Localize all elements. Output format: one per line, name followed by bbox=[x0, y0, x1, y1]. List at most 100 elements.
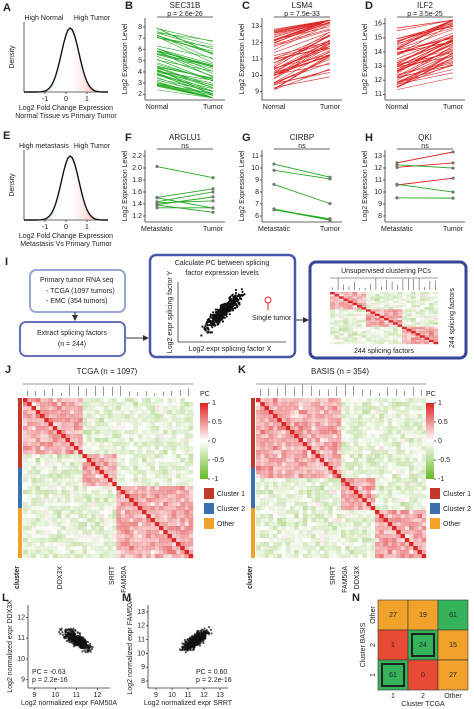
heat-cell bbox=[61, 462, 66, 467]
heat-cell bbox=[112, 510, 117, 515]
y-tick-label: 11 bbox=[252, 153, 259, 160]
heat-cell bbox=[171, 526, 177, 531]
heat-cell bbox=[35, 510, 41, 515]
heat-cell bbox=[176, 450, 180, 454]
heat-cell bbox=[332, 470, 337, 475]
heat-cell bbox=[285, 522, 291, 527]
heat-cell bbox=[91, 462, 96, 467]
heat-cell bbox=[52, 410, 58, 415]
heat-cell bbox=[23, 530, 28, 535]
heat-cell bbox=[167, 418, 172, 423]
heat-cell bbox=[298, 470, 303, 475]
heat-cell bbox=[422, 502, 426, 506]
heat-cell bbox=[349, 490, 354, 495]
heat-cell bbox=[184, 414, 189, 419]
heat-cell bbox=[52, 446, 58, 451]
heat-cell bbox=[375, 324, 380, 327]
heat-cell bbox=[411, 292, 416, 295]
heat-cell bbox=[357, 337, 362, 340]
heat-cell bbox=[159, 486, 164, 491]
heat-cell bbox=[349, 522, 354, 527]
heat-cell bbox=[99, 514, 104, 519]
heat-cell bbox=[180, 518, 185, 523]
heat-cell bbox=[311, 542, 316, 547]
heat-cell bbox=[396, 538, 401, 543]
heat-cell bbox=[302, 534, 308, 539]
heat-cell bbox=[311, 430, 316, 435]
box-text: Unsupervised clustering PCs bbox=[341, 268, 431, 275]
y-tick-label: 12 bbox=[374, 165, 382, 172]
heat-cell bbox=[343, 318, 349, 321]
heat-cell bbox=[357, 331, 362, 334]
heat-cell bbox=[74, 498, 79, 503]
heat-cell bbox=[137, 470, 143, 475]
heat-cell bbox=[65, 402, 70, 407]
pair-point bbox=[328, 218, 332, 222]
heat-cell bbox=[396, 414, 401, 419]
heat-cell bbox=[324, 442, 329, 447]
heat-cell bbox=[400, 410, 405, 415]
heat-cell bbox=[48, 510, 53, 515]
heat-cell bbox=[35, 490, 41, 495]
heat-cell bbox=[268, 550, 274, 555]
heat-cell bbox=[91, 414, 96, 419]
heat-cell bbox=[429, 339, 434, 343]
heat-cell bbox=[407, 322, 412, 324]
heat-cell bbox=[387, 522, 393, 527]
heat-cell bbox=[137, 546, 143, 551]
heat-cell bbox=[353, 538, 359, 543]
colorbar-label: -0.5 bbox=[212, 457, 224, 464]
heat-cell bbox=[332, 398, 337, 403]
heat-cell bbox=[86, 510, 92, 515]
heat-cell bbox=[379, 331, 385, 334]
heat-cell bbox=[379, 300, 385, 304]
heat-cell bbox=[154, 518, 160, 523]
heat-cell bbox=[402, 307, 407, 309]
heat-cell bbox=[429, 341, 434, 345]
heat-cell bbox=[167, 550, 172, 555]
heat-cell bbox=[167, 494, 172, 499]
heat-cell bbox=[434, 325, 439, 327]
heat-cell bbox=[352, 296, 358, 299]
heat-cell bbox=[133, 470, 138, 475]
heat-cell bbox=[150, 546, 155, 551]
heat-cell bbox=[421, 406, 427, 411]
scatter-dot bbox=[228, 297, 231, 300]
heat-cell bbox=[133, 474, 138, 479]
heat-cell bbox=[23, 426, 28, 431]
heat-cell bbox=[400, 478, 405, 483]
heat-cell bbox=[345, 454, 349, 458]
density-fill bbox=[24, 156, 108, 220]
heat-cell bbox=[396, 426, 401, 431]
heat-cell bbox=[388, 307, 394, 310]
heat-cell bbox=[260, 542, 265, 547]
heat-cell bbox=[125, 454, 129, 458]
heat-cell bbox=[332, 490, 337, 495]
heat-cell bbox=[146, 510, 151, 515]
heat-cell bbox=[103, 514, 109, 519]
pair-line bbox=[396, 52, 454, 66]
heat-cell bbox=[336, 506, 342, 511]
heat-cell bbox=[48, 406, 53, 411]
heat-cell bbox=[370, 478, 376, 483]
heat-cell bbox=[86, 434, 92, 439]
heat-cell bbox=[167, 442, 172, 447]
y-tick-label: 12 bbox=[251, 39, 259, 46]
heat-cell bbox=[349, 426, 354, 431]
heat-cell bbox=[315, 486, 320, 491]
heat-cell bbox=[35, 434, 41, 439]
heat-cell bbox=[27, 446, 32, 451]
heat-cell bbox=[99, 422, 104, 427]
heat-cell bbox=[379, 498, 384, 503]
heat-cell bbox=[133, 414, 138, 419]
pair-line bbox=[156, 204, 214, 213]
pair-line bbox=[273, 31, 331, 66]
heat-cell bbox=[180, 486, 185, 491]
scatter-dot bbox=[235, 298, 238, 301]
heat-cell bbox=[409, 474, 414, 479]
y-tick-label: 8 bbox=[378, 213, 382, 220]
heat-cell bbox=[330, 294, 335, 297]
heat-cell bbox=[417, 518, 422, 523]
heat-cell bbox=[345, 514, 350, 519]
heat-cell bbox=[273, 450, 278, 455]
